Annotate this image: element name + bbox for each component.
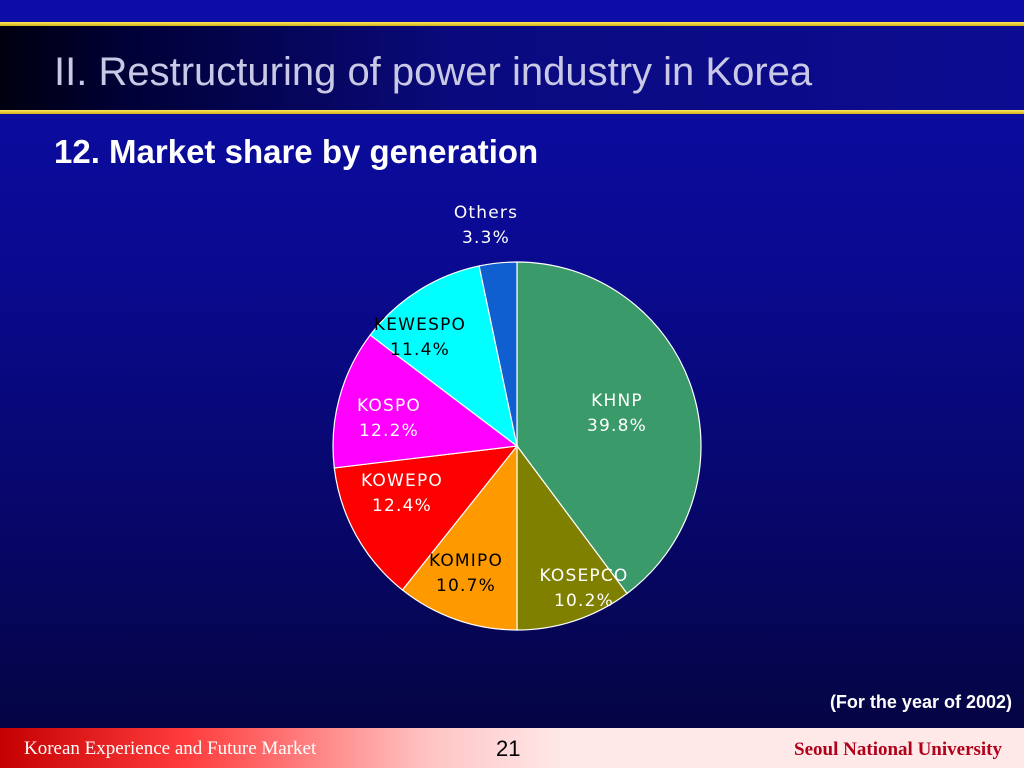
slice-label-komipo: KOMIPO 10.7% <box>429 551 503 596</box>
slice-name-kewespo: KEWESPO <box>374 315 466 335</box>
pie-slice-kewespo <box>369 265 518 448</box>
pie-slice-kospo <box>332 334 519 469</box>
slice-value-khnp: 39.8% <box>587 416 647 436</box>
pie-slice-komipo <box>401 444 518 631</box>
footer-institution: Seoul National University <box>794 739 1002 760</box>
slice-label-kewespo: KEWESPO 11.4% <box>374 315 466 360</box>
pie-slice-kowepo <box>333 445 519 591</box>
slice-value-komipo: 10.7% <box>436 576 496 596</box>
pie-slice-others <box>478 261 518 447</box>
title-bar <box>0 22 1024 114</box>
year-note: (For the year of 2002) <box>829 692 1012 712</box>
slice-value-kowepo: 12.4% <box>372 496 432 516</box>
slice-label-kospo: KOSPO 12.2% <box>357 396 421 441</box>
slice-name-kospo: KOSPO <box>357 396 421 416</box>
pie-chart: KHNP 39.8% KOSEPCO 10.2% KOMIPO 10.7% KOWEPO 12… <box>332 203 702 631</box>
footer-course-title: Korean Experience and Future Market <box>24 738 317 759</box>
slice-name-khnp: KHNP <box>591 391 643 411</box>
slide-title: II. Restructuring of power industry in K… <box>54 50 813 94</box>
slice-value-others: 3.3% <box>462 228 510 248</box>
slice-label-others: Others 3.3% <box>454 203 518 248</box>
slice-name-komipo: KOMIPO <box>429 551 503 571</box>
slice-label-kowepo: KOWEPO 12.4% <box>361 471 443 516</box>
title-bottom-rule <box>0 110 1024 114</box>
pie-slice-kosepco <box>516 444 628 631</box>
page-number: 21 <box>496 736 521 761</box>
slice-name-kowepo: KOWEPO <box>361 471 443 491</box>
pie-slice-khnp <box>516 261 702 595</box>
slice-label-kosepco: KOSEPCO 10.2% <box>539 566 628 611</box>
slice-label-khnp: KHNP 39.8% <box>587 391 647 436</box>
slice-name-others: Others <box>454 203 518 223</box>
slice-value-kospo: 12.2% <box>359 421 419 441</box>
title-top-rule <box>0 22 1024 26</box>
slice-value-kewespo: 11.4% <box>390 340 450 360</box>
footer-bar: Korean Experience and Future Market 21 S… <box>0 728 1024 768</box>
slide-subtitle: 12. Market share by generation <box>54 133 539 170</box>
slice-value-kosepco: 10.2% <box>554 591 614 611</box>
slice-name-kosepco: KOSEPCO <box>539 566 628 586</box>
